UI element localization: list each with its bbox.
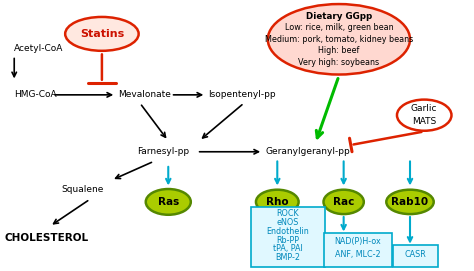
Text: Rb-PP: Rb-PP	[276, 236, 300, 245]
Text: Rho: Rho	[266, 197, 289, 207]
Text: Dietary GGpp: Dietary GGpp	[306, 12, 372, 21]
Text: High: beef: High: beef	[318, 46, 360, 55]
Ellipse shape	[146, 189, 191, 215]
Text: Low: rice, milk, green bean: Low: rice, milk, green bean	[284, 23, 393, 32]
FancyBboxPatch shape	[324, 233, 392, 267]
Text: tPA, PAI: tPA, PAI	[273, 244, 303, 253]
Text: Mevalonate: Mevalonate	[118, 90, 172, 99]
Ellipse shape	[268, 4, 410, 75]
Text: ANF, MLC-2: ANF, MLC-2	[335, 250, 381, 259]
Text: Ras: Ras	[158, 197, 179, 207]
Text: Statins: Statins	[80, 29, 124, 39]
Text: NAD(P)H-ox: NAD(P)H-ox	[335, 237, 382, 246]
Text: Medium: pork, tomato, kidney beans: Medium: pork, tomato, kidney beans	[265, 35, 413, 44]
Text: Garlic: Garlic	[411, 104, 438, 113]
Text: Farnesyl-pp: Farnesyl-pp	[137, 147, 190, 156]
Text: eNOS: eNOS	[277, 218, 299, 227]
Text: HMG-CoA: HMG-CoA	[14, 90, 57, 99]
Text: CASR: CASR	[405, 250, 426, 259]
Text: Endothelin: Endothelin	[266, 227, 310, 236]
Ellipse shape	[386, 190, 434, 214]
Text: Rac: Rac	[333, 197, 355, 207]
Ellipse shape	[323, 190, 364, 214]
Text: Squalene: Squalene	[62, 185, 104, 194]
Text: ROCK: ROCK	[277, 209, 299, 218]
Text: Rab10: Rab10	[392, 197, 428, 207]
Text: Very high: soybeans: Very high: soybeans	[298, 58, 380, 67]
Text: Geranylgeranyl-pp: Geranylgeranyl-pp	[265, 147, 350, 156]
FancyBboxPatch shape	[251, 207, 325, 267]
Ellipse shape	[65, 17, 138, 51]
Text: CHOLESTEROL: CHOLESTEROL	[5, 234, 89, 243]
Text: BMP-2: BMP-2	[275, 253, 301, 262]
Text: Isopentenyl-pp: Isopentenyl-pp	[209, 90, 276, 99]
Ellipse shape	[397, 100, 451, 131]
Text: Acetyl-CoA: Acetyl-CoA	[14, 44, 64, 53]
Ellipse shape	[256, 190, 299, 214]
Text: MATS: MATS	[412, 117, 437, 126]
FancyBboxPatch shape	[393, 245, 438, 267]
